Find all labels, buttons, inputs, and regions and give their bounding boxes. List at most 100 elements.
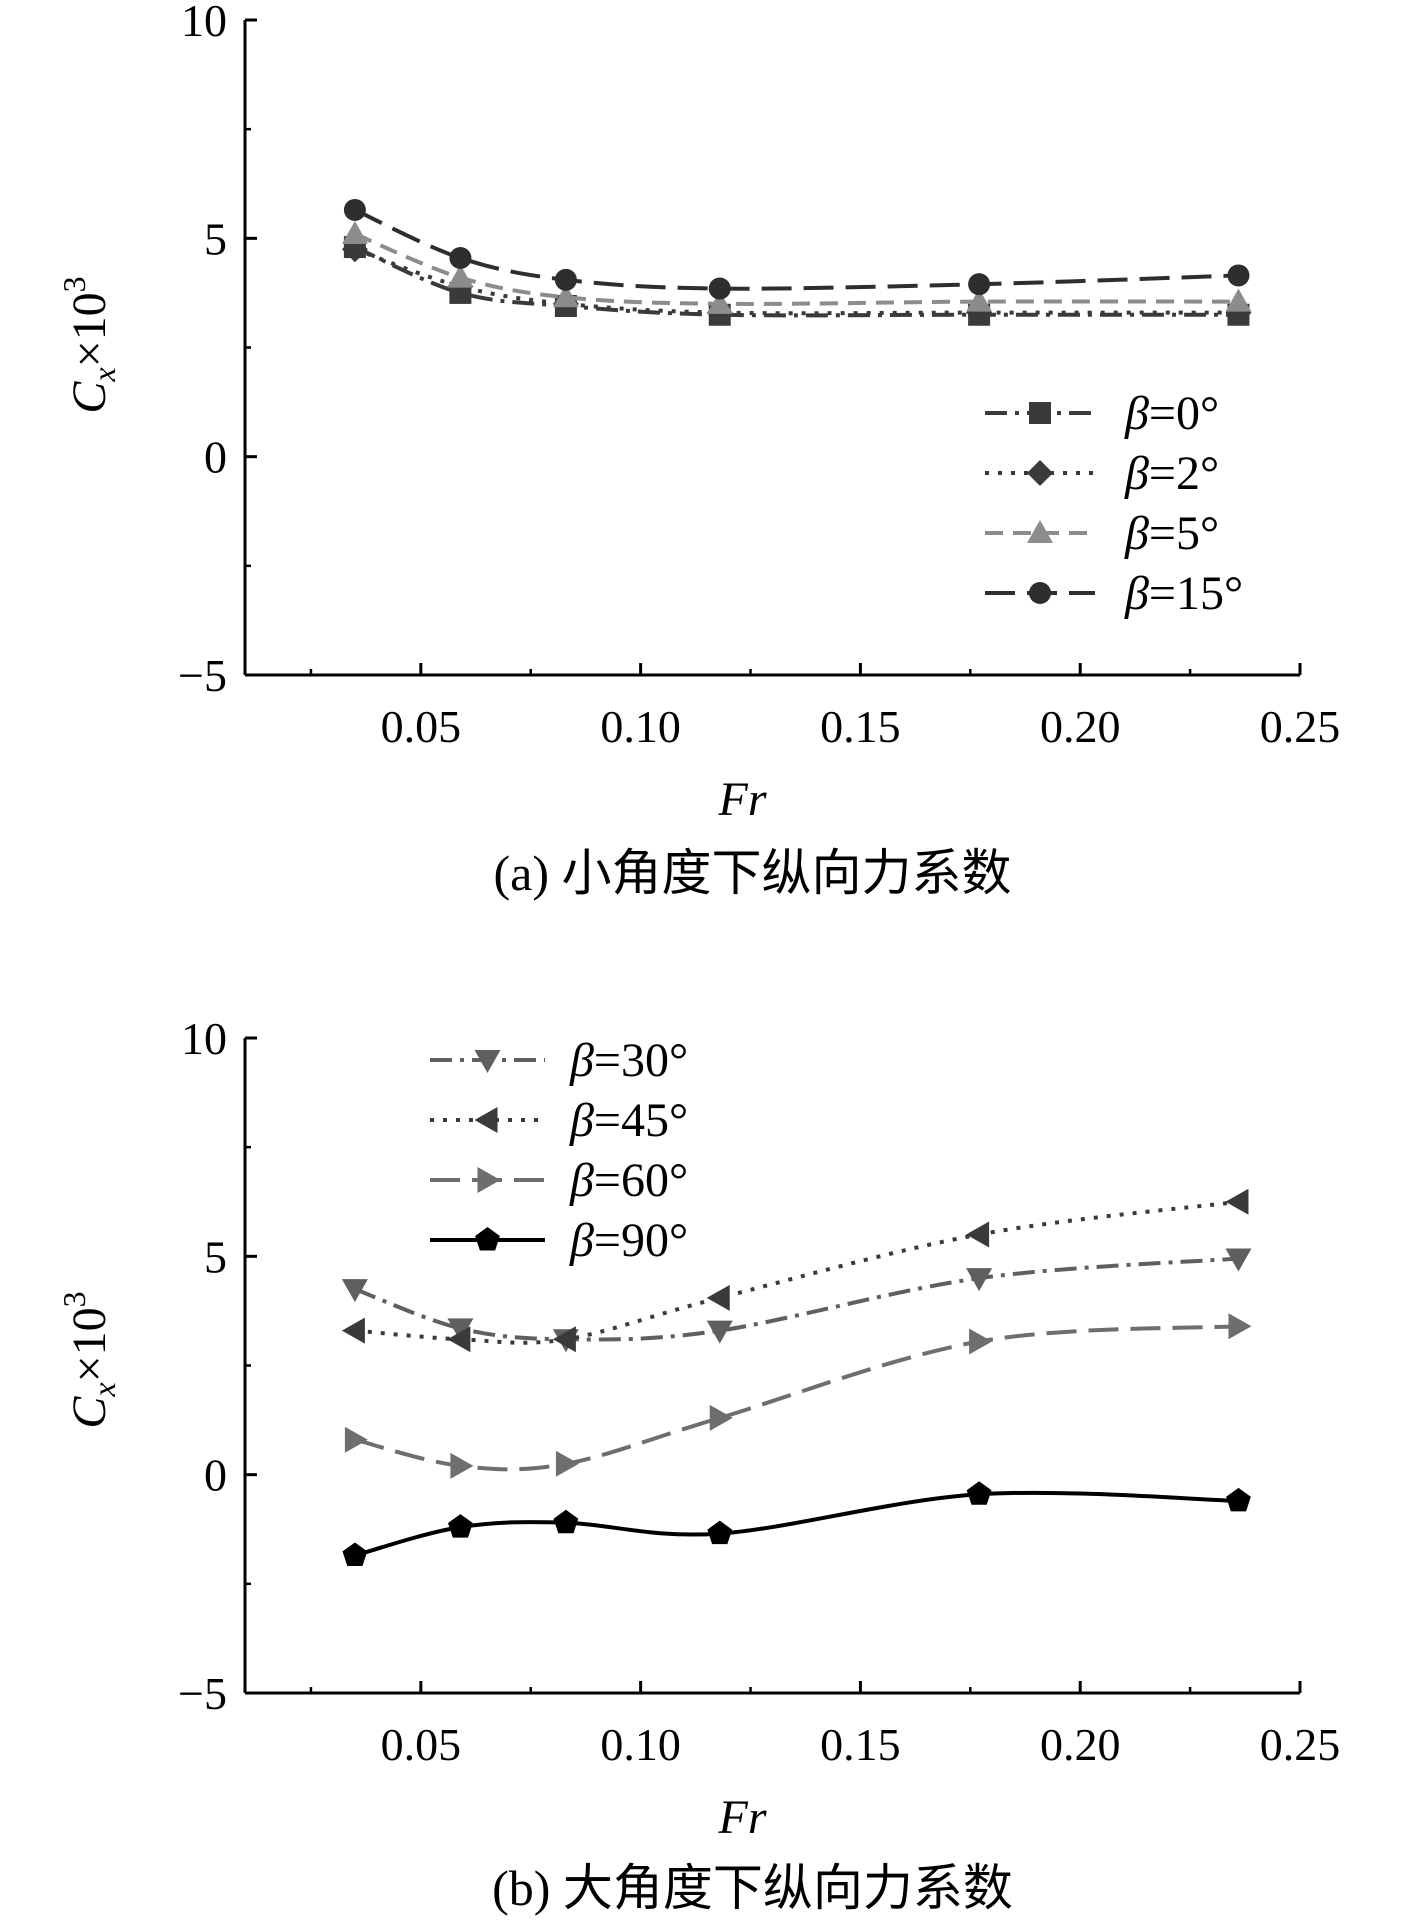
x-tick-label: 0.05 (381, 701, 462, 752)
data-point (553, 1509, 579, 1534)
data-point (1228, 1313, 1252, 1340)
x-tick-label: 0.25 (1260, 1719, 1341, 1770)
legend-label-value: =15° (1149, 567, 1243, 620)
legend-label: β=0° (1124, 387, 1219, 440)
data-point (450, 1452, 474, 1479)
legend-item: β=2° (985, 447, 1219, 500)
legend-label-greek: β (1124, 507, 1149, 560)
y-axis-title-base: C (63, 381, 116, 414)
y-axis-title-sup: 3 (56, 276, 92, 292)
x-tick-label: 0.10 (600, 1719, 681, 1770)
legend-label-greek: β (1124, 567, 1149, 620)
figure-caption: (a) 小角度下纵向力系数 (494, 845, 1012, 901)
legend-label-greek: β (569, 1214, 594, 1267)
y-tick-label: 0 (204, 1450, 227, 1501)
figure-caption: (b) 大角度下纵向力系数 (492, 1860, 1013, 1916)
legend-marker (1027, 520, 1053, 543)
legend-label: β=2° (1124, 447, 1219, 500)
legend-label-value: =45° (594, 1094, 688, 1147)
data-point (966, 1481, 992, 1505)
y-tick-label: −5 (178, 650, 227, 701)
data-point (342, 1542, 368, 1566)
y-tick-label: 10 (181, 1013, 227, 1064)
series-line (354, 208, 1239, 291)
legend-item: β=45° (430, 1094, 688, 1147)
legend-label-value: =90° (594, 1214, 688, 1267)
data-point (966, 288, 993, 312)
data-point (706, 1284, 730, 1311)
series-line (354, 1324, 1239, 1472)
data-point (343, 198, 366, 221)
data-point (968, 273, 991, 296)
y-axis-title-times: ×10 (63, 292, 116, 367)
data-point (555, 1450, 579, 1477)
data-point (708, 277, 731, 300)
legend-label: β=45° (569, 1094, 688, 1147)
data-point (341, 1317, 365, 1344)
legend-label-greek: β (569, 1034, 594, 1087)
series-line (354, 1256, 1239, 1342)
data-point (341, 1279, 368, 1303)
legend-item: β=0° (985, 387, 1219, 440)
data-point (552, 284, 579, 308)
legend-label-greek: β (569, 1094, 594, 1147)
legend-item: β=5° (985, 507, 1219, 560)
data-point (554, 268, 577, 291)
x-tick-label: 0.05 (381, 1719, 462, 1770)
legend-label: β=90° (569, 1214, 688, 1267)
legend-marker (474, 1107, 498, 1133)
data-point (1227, 264, 1250, 287)
data-point (706, 290, 733, 314)
series-60 (344, 1313, 1252, 1479)
y-axis-title: Cx×103 (56, 276, 122, 413)
legend-label-greek: β (1124, 447, 1149, 500)
y-tick-label: 0 (204, 432, 227, 483)
data-point (966, 1221, 990, 1248)
series-line (354, 1490, 1239, 1558)
legend-label-value: =30° (594, 1034, 688, 1087)
data-point (447, 1326, 471, 1353)
y-tick-label: 5 (204, 1231, 227, 1282)
legend-marker (1029, 402, 1051, 424)
series-15 (343, 198, 1250, 300)
x-tick-label: 0.25 (1260, 701, 1341, 752)
legend-marker (1027, 460, 1053, 486)
legend-marker (477, 1167, 501, 1193)
data-point (341, 220, 368, 244)
y-axis-title-base: C (63, 1396, 116, 1429)
y-tick-label: −5 (178, 1668, 227, 1719)
x-tick-label: 0.15 (820, 1719, 901, 1770)
data-point (1225, 1248, 1252, 1272)
legend-label-greek: β (1124, 387, 1149, 440)
series-line (354, 232, 1239, 306)
legend-label: β=30° (569, 1034, 688, 1087)
data-point (707, 1520, 733, 1545)
series-5 (341, 220, 1252, 314)
y-axis-title-sup: 3 (56, 1291, 92, 1307)
y-axis-title-sub: x (86, 1382, 122, 1397)
legend-label-value: =60° (594, 1154, 688, 1207)
y-axis-title-sub: x (86, 367, 122, 382)
data-point (1226, 1487, 1251, 1512)
data-point (969, 1328, 993, 1355)
series-45 (341, 1188, 1249, 1353)
series-30 (341, 1248, 1252, 1353)
data-point (1225, 288, 1252, 312)
series-line (354, 1199, 1239, 1345)
legend-label: β=60° (569, 1154, 688, 1207)
data-point (449, 246, 472, 269)
y-tick-label: 5 (204, 213, 227, 264)
y-axis-title-times: ×10 (63, 1307, 116, 1382)
legend-item: β=60° (430, 1154, 688, 1207)
data-point (552, 1326, 576, 1353)
legend-marker (1029, 582, 1051, 604)
data-point (709, 1404, 733, 1431)
data-point (447, 1318, 474, 1342)
data-point (448, 1514, 473, 1538)
x-tick-label: 0.15 (820, 701, 901, 752)
legend-label-value: =2° (1149, 447, 1219, 500)
y-tick-label: 10 (181, 0, 227, 46)
legend-marker (474, 1050, 501, 1073)
